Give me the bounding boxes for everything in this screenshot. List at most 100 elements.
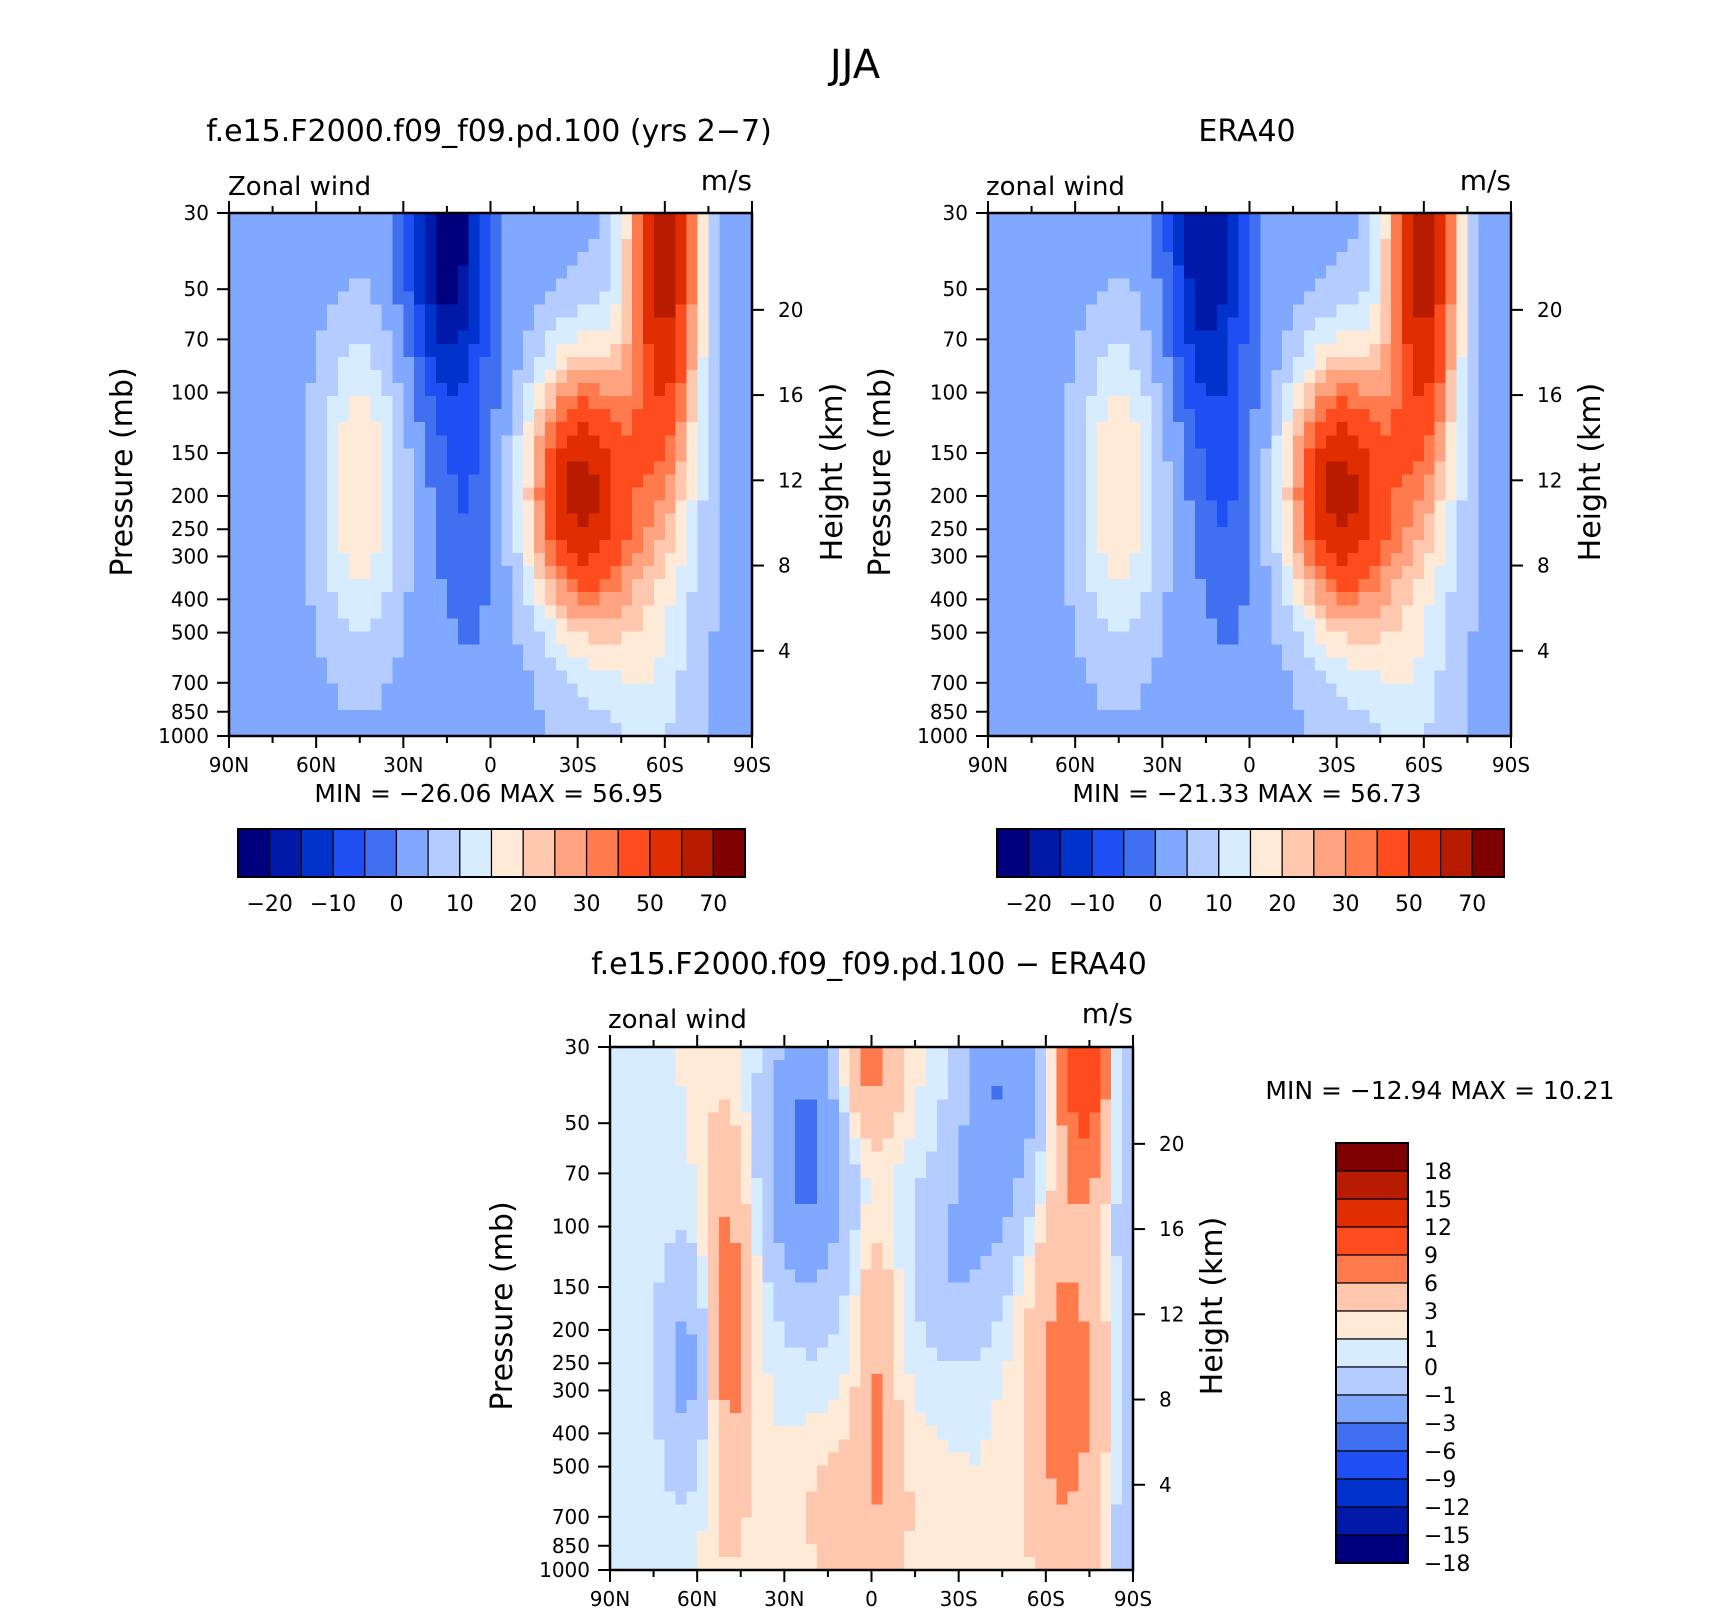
contour-cell	[566, 605, 579, 619]
contour-cell	[436, 239, 448, 253]
contour-cell	[1445, 435, 1458, 449]
contour-cell	[1031, 487, 1044, 502]
contour-cell	[588, 252, 601, 266]
contour-cell	[741, 513, 753, 528]
contour-cell	[523, 592, 535, 606]
contour-cell	[1100, 1138, 1112, 1153]
contour-cell	[741, 461, 753, 476]
contour-cell	[1096, 252, 1109, 266]
contour-cell	[643, 644, 655, 659]
contour-cell	[1380, 592, 1392, 606]
contour-cell	[1205, 487, 1218, 502]
contour-cell	[425, 657, 437, 672]
contour-cell	[1314, 500, 1327, 515]
contour-cell	[1402, 422, 1414, 436]
contour-cell	[370, 683, 383, 698]
contour-cell	[1434, 722, 1447, 737]
contour-cell	[392, 435, 404, 449]
contour-cell	[610, 239, 622, 253]
contour-cell	[1347, 252, 1360, 266]
contour-cell	[1075, 461, 1087, 476]
contour-cell	[588, 526, 601, 541]
contour-cell	[512, 382, 524, 397]
contour-cell	[239, 330, 252, 345]
contour-cell	[988, 461, 1000, 476]
contour-cell	[621, 605, 633, 619]
contour-cell	[719, 566, 731, 580]
contour-cell	[1031, 226, 1044, 240]
contour-cell	[512, 670, 524, 685]
contour-cell	[1314, 552, 1327, 567]
contour-cell	[446, 422, 459, 436]
contour-cell	[1205, 291, 1218, 306]
contour-cell	[708, 356, 720, 371]
contour-cell	[457, 396, 470, 410]
contour-cell	[1129, 278, 1142, 293]
contour-cell	[523, 265, 535, 279]
contour-cell	[1456, 317, 1469, 332]
contour-cell	[294, 709, 306, 724]
contour-cell	[327, 552, 339, 567]
contour-cell	[1478, 239, 1490, 253]
contour-cell	[577, 265, 590, 279]
contour-cell	[566, 461, 579, 476]
contour-cell	[1325, 474, 1338, 489]
contour-cell	[1293, 265, 1305, 279]
contour-cell	[620, 1243, 633, 1257]
contour-cell	[1151, 461, 1163, 476]
contour-cell	[479, 592, 492, 606]
contour-cell	[730, 579, 742, 593]
contour-cell	[1260, 696, 1272, 711]
contour-cell	[1227, 513, 1240, 528]
contour-cell	[642, 1125, 655, 1140]
contour-cell	[577, 487, 590, 502]
contour-cell	[1358, 513, 1370, 528]
contour-cell	[1445, 422, 1458, 436]
contour-cell	[588, 448, 601, 463]
contour-cell	[936, 1151, 949, 1166]
contour-plot: 90N 60N 30N 0 30S 60S 90S305070100150200250300…	[158, 201, 803, 777]
contour-cell	[1045, 1230, 1058, 1244]
contour-cell	[1347, 461, 1360, 476]
contour-cell	[729, 1086, 742, 1100]
contour-cell	[1489, 474, 1501, 489]
contour-cell	[436, 683, 448, 698]
contour-cell	[1042, 448, 1054, 463]
contour-cell	[697, 709, 710, 724]
contour-cell	[359, 696, 372, 711]
contour-cell	[708, 382, 720, 397]
contour-cell	[1173, 265, 1185, 279]
contour-cell	[381, 631, 394, 646]
contour-cell	[1282, 396, 1294, 410]
contour-cell	[1013, 1164, 1025, 1179]
contour-cell	[697, 1230, 709, 1244]
contour-cell	[643, 226, 655, 240]
contour-cell	[988, 631, 1000, 646]
contour-cell	[969, 1086, 982, 1100]
contour-cell	[1249, 644, 1261, 659]
contour-cell	[762, 1190, 775, 1205]
contour-cell	[1358, 566, 1370, 580]
contour-cell	[1184, 539, 1196, 554]
contour-cell	[1489, 461, 1501, 476]
contour-cell	[1118, 382, 1131, 397]
contour-cell	[1423, 317, 1436, 332]
contour-cell	[425, 526, 437, 541]
contour-cell	[305, 382, 317, 397]
contour-cell	[555, 618, 568, 632]
contour-cell	[1031, 605, 1044, 619]
contour-cell	[479, 239, 492, 253]
contour-cell	[370, 644, 383, 659]
contour-cell	[1423, 304, 1436, 319]
contour-cell	[436, 618, 448, 632]
contour-cell	[675, 356, 688, 371]
contour-cell	[1042, 631, 1054, 646]
contour-cell	[947, 1190, 960, 1205]
contour-cell	[1271, 552, 1283, 567]
contour-cell	[1024, 1047, 1036, 1061]
contour-cell	[947, 1243, 960, 1257]
contour-cell	[588, 343, 601, 358]
field-label: Zonal wind	[228, 172, 371, 202]
contour-cell	[1075, 552, 1087, 567]
contour-cell	[1031, 382, 1044, 397]
